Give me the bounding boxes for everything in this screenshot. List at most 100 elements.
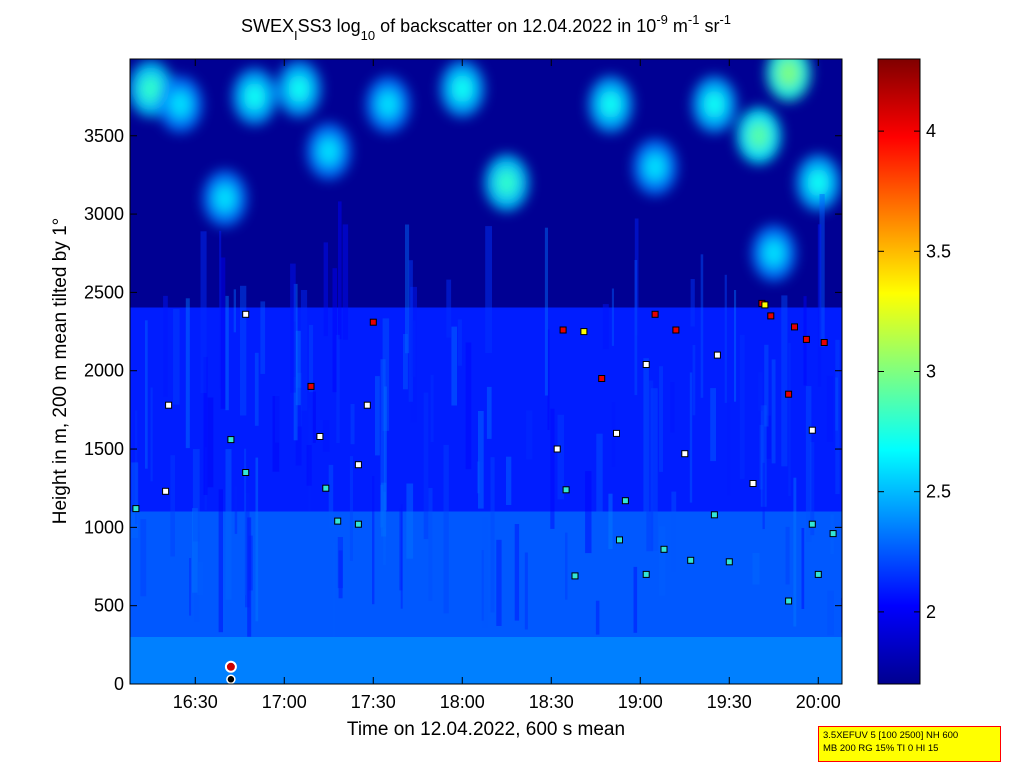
- cloud-patch-core: [169, 90, 192, 119]
- marker-square: [761, 301, 769, 309]
- x-axis-title: Time on 12.04.2022, 600 s mean: [347, 719, 625, 740]
- marker-square: [791, 323, 798, 331]
- backscatter-streak: [405, 224, 410, 354]
- backscatter-streak: [710, 388, 716, 462]
- backscatter-streak: [247, 517, 252, 637]
- backscatter-streak: [233, 289, 236, 333]
- colorbar-tick-label: 3: [926, 362, 936, 382]
- backscatter-streak: [423, 392, 429, 540]
- backscatter-streak: [248, 535, 253, 591]
- marker-square: [725, 558, 733, 566]
- backscatter-streak: [758, 372, 763, 411]
- backscatter-streak: [342, 224, 349, 340]
- backscatter-streak: [446, 279, 452, 338]
- backscatter-streak: [170, 455, 175, 557]
- marker-square: [767, 312, 775, 320]
- colorbar-tick-label: 4: [926, 121, 936, 141]
- backscatter-streak: [496, 539, 502, 626]
- backscatter-streak: [771, 359, 776, 464]
- backscatter-streak: [372, 476, 375, 605]
- backscatter-streak: [207, 397, 214, 488]
- backscatter-streak: [430, 374, 434, 442]
- backscatter-streak: [650, 388, 658, 551]
- backscatter-streak: [739, 334, 745, 479]
- backscatter-streak: [827, 590, 834, 636]
- backscatter-streak: [595, 600, 600, 635]
- backscatter-streak: [408, 260, 413, 402]
- backscatter-streak: [506, 456, 512, 505]
- cloud-patch-core: [703, 90, 726, 119]
- backscatter-streak: [245, 492, 250, 608]
- backscatter-streak: [608, 493, 613, 549]
- backscatter-streak: [411, 320, 416, 377]
- backscatter-streak: [801, 528, 805, 609]
- backscatter-streak: [293, 283, 298, 441]
- cloud-patch-core: [213, 184, 236, 213]
- marker-square: [562, 486, 570, 494]
- backscatter-streak: [383, 491, 386, 565]
- marker-square: [132, 505, 140, 513]
- backscatter-streak: [192, 449, 200, 542]
- marker-square: [672, 326, 680, 334]
- marker-square: [681, 450, 689, 458]
- x-tick-label: 18:00: [440, 692, 485, 712]
- y-tick-label: 1000: [84, 517, 124, 537]
- backscatter-streak: [788, 342, 791, 496]
- backscatter-streak: [544, 227, 548, 396]
- marker-square: [354, 461, 362, 469]
- marker-square: [571, 572, 579, 580]
- y-tick-label: 500: [94, 596, 124, 616]
- backscatter-streak: [481, 550, 484, 621]
- backscatter-streak: [451, 326, 457, 406]
- backscatter-streak: [634, 260, 638, 396]
- backscatter-streak: [275, 394, 280, 443]
- cloud-patch-core: [599, 90, 622, 119]
- backscatter-streak: [163, 295, 168, 397]
- colorbar-axis: 2 2.5 3 3.5 4: [878, 121, 951, 622]
- marker-square: [322, 484, 330, 492]
- backscatter-streak: [596, 433, 603, 577]
- backscatter-streak: [611, 288, 614, 346]
- backscatter-streak: [203, 356, 208, 495]
- backscatter-streak: [337, 537, 343, 589]
- cloud-patch-core: [807, 168, 830, 197]
- y-axis: 0 500 1000 1500 2000 2500 3000 3500: [84, 126, 842, 694]
- marker-square: [713, 351, 721, 359]
- y-axis-title: Height in m, 200 m mean tilted by 1°: [50, 218, 71, 524]
- backscatter-streak: [526, 410, 533, 460]
- backscatter-streak: [350, 404, 355, 445]
- marker-square: [162, 487, 170, 495]
- backscatter-streak: [240, 285, 247, 416]
- backscatter-streak: [633, 566, 638, 633]
- marker-square: [749, 480, 757, 487]
- marker-square: [369, 318, 377, 326]
- y-tick-label: 3500: [84, 126, 124, 146]
- marker-square: [660, 545, 668, 553]
- marker-square: [354, 520, 362, 528]
- backscatter-streak: [185, 298, 190, 449]
- x-tick-label: 19:30: [707, 692, 752, 712]
- marker-square: [242, 310, 250, 318]
- marker-square: [710, 511, 718, 519]
- backscatter-streak: [443, 444, 449, 614]
- marker-square: [808, 520, 816, 528]
- marker-ring: [224, 660, 237, 673]
- marker-square: [553, 445, 561, 453]
- backscatter-streak: [244, 448, 247, 596]
- backscatter-streak: [762, 462, 765, 530]
- cloud-patch-core: [747, 121, 770, 150]
- backscatter-streak: [482, 517, 488, 628]
- backscatter-streak: [300, 290, 308, 411]
- backscatter-streak: [308, 324, 314, 393]
- backscatter-streak: [479, 413, 484, 462]
- backscatter-streak: [781, 295, 788, 467]
- colorbar-tick-label: 2.5: [926, 482, 951, 502]
- cloud-patch-core: [243, 82, 266, 111]
- backscatter-streak: [700, 254, 704, 398]
- chart-title: SWEXISS3 log10 of backscatter on 12.04.2…: [241, 12, 731, 43]
- info-line-2: MB 200 RG 15% TI 0 HI 15: [823, 743, 939, 754]
- backscatter-streak: [218, 489, 223, 633]
- backscatter-streak: [671, 491, 677, 572]
- backscatter-streak: [406, 483, 414, 559]
